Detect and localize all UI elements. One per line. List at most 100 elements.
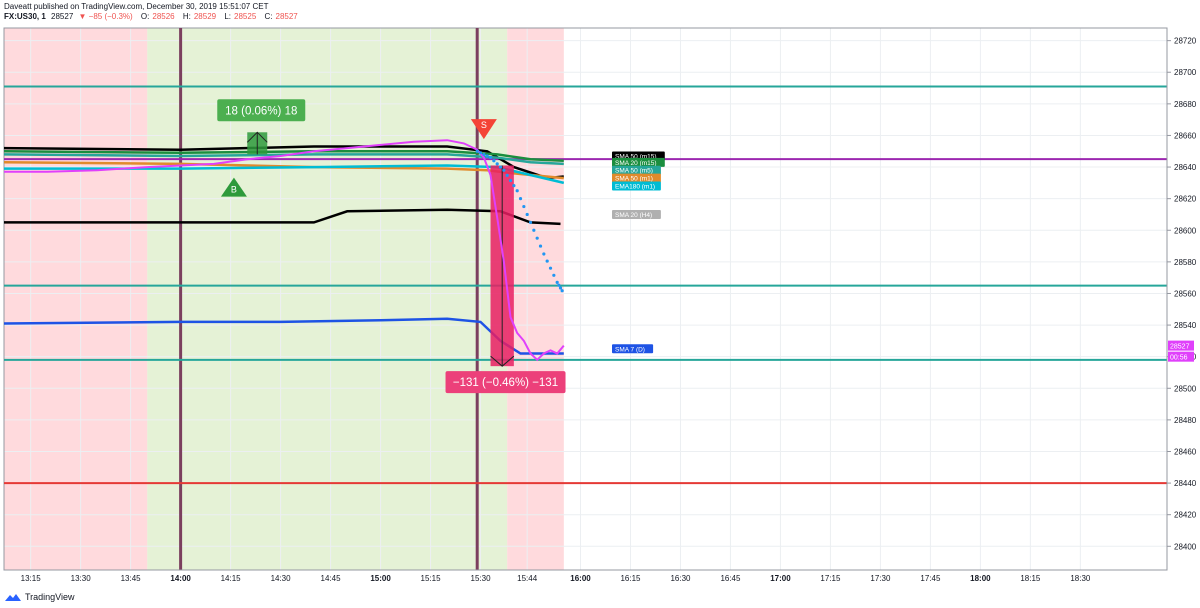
- y-tick-label: 28460: [1174, 447, 1197, 456]
- series-line: [4, 208, 561, 226]
- projection-dot: [515, 189, 519, 193]
- projection-dot: [555, 280, 559, 285]
- series-label: SMA 50 (m1): [612, 173, 661, 183]
- low-value: L: 28525: [224, 12, 257, 21]
- y-tick-label: 28440: [1174, 479, 1197, 488]
- series-label-text: SMA 50 (m1): [615, 176, 653, 183]
- x-tick-label: 16:30: [670, 574, 691, 583]
- buy-marker-label: B: [231, 185, 237, 195]
- y-tick-label: 28620: [1174, 195, 1197, 204]
- projection-dot: [505, 173, 509, 177]
- projection-dot: [525, 212, 529, 217]
- x-tick-label: 17:45: [920, 574, 941, 583]
- footer: TradingView: [4, 592, 75, 602]
- symbol-name[interactable]: FX:US30, 1: [4, 12, 46, 21]
- x-tick-label: 14:15: [221, 574, 242, 583]
- projection-dot: [560, 289, 564, 293]
- projection-dot: [518, 197, 523, 201]
- series-label: SMA 7 (D): [612, 344, 654, 354]
- y-tick-label: 28420: [1174, 511, 1197, 520]
- series-label: SMA 20 (m15): [612, 157, 665, 167]
- publish-info: Daveatt published on TradingView.com, De…: [4, 2, 269, 11]
- close-value: C: 28527: [264, 12, 298, 21]
- series-label: SMA 50 (m5): [612, 165, 661, 175]
- y-tick-label: 28540: [1174, 321, 1197, 330]
- buy-pnl-box: [217, 99, 306, 122]
- y-tick-label: 28480: [1174, 416, 1197, 425]
- x-tick-label: 15:30: [471, 574, 492, 583]
- series-line: [4, 150, 564, 162]
- price-tag-bg: [1168, 340, 1194, 351]
- y-tick-label: 28600: [1174, 226, 1197, 235]
- buy-marker: [220, 177, 247, 197]
- projection-dot: [478, 151, 483, 155]
- projection-dot: [528, 220, 533, 224]
- trade-box-arrowhead: [490, 355, 515, 367]
- projection-dot: [552, 273, 556, 277]
- projection-dot: [502, 168, 506, 172]
- high-value: H: 28529: [182, 12, 217, 21]
- sell-pnl-label: −131 (−0.46%) −131: [453, 377, 558, 389]
- price-change: ▼ −85 (−0.3%): [78, 12, 133, 21]
- series-label-bg: [612, 165, 661, 175]
- x-tick-label: 14:00: [170, 574, 191, 583]
- series-label-bg: [612, 209, 661, 219]
- tradingview-logo-icon: [5, 594, 21, 601]
- series-label-text: SMA 7 (D): [615, 346, 645, 353]
- projection-dot: [482, 152, 486, 157]
- projection-dot: [557, 283, 561, 287]
- series-label-text: EMA180 (m1): [615, 184, 655, 191]
- brand-name: TradingView: [25, 592, 75, 602]
- projection-dot: [498, 165, 503, 169]
- projection-dot: [548, 266, 553, 270]
- series-line: [4, 164, 565, 185]
- y-tick-label: 28400: [1174, 542, 1197, 551]
- open-value: O: 28526: [140, 12, 175, 21]
- projection-dot: [535, 236, 539, 240]
- series-label-bg: [612, 157, 665, 167]
- series-label-bg: [612, 344, 654, 354]
- series-label: SMA 20 (H4): [612, 209, 661, 219]
- chart-header: Daveatt published on TradingView.com, De…: [4, 2, 304, 22]
- y-tick-label: 28660: [1174, 131, 1197, 140]
- x-tick-label: 17:30: [870, 574, 891, 583]
- x-tick-label: 18:00: [970, 574, 991, 583]
- projection-dot: [495, 162, 499, 166]
- sell-marker-label: S: [481, 120, 487, 130]
- x-tick-label: 14:45: [321, 574, 342, 583]
- projection-dot: [532, 228, 536, 232]
- series-label: EMA180 (m1): [612, 181, 661, 191]
- series-line: [4, 153, 564, 166]
- projection-dot: [508, 178, 513, 183]
- x-tick-label: 13:15: [21, 574, 42, 583]
- series-label-text: SMA 50 (m5): [615, 168, 653, 175]
- y-tick-label: 28720: [1174, 37, 1197, 46]
- y-tick-label: 28680: [1174, 100, 1197, 109]
- series-line: [4, 161, 564, 180]
- x-tick-label: 18:30: [1070, 574, 1091, 583]
- sell-marker: [470, 119, 497, 140]
- x-tick-label: 15:00: [370, 574, 391, 583]
- x-tick-label: 18:15: [1020, 574, 1041, 583]
- x-tick-label: 13:45: [121, 574, 142, 583]
- series-label-text: SMA 50 (m15): [615, 153, 657, 160]
- projection-dot: [542, 252, 546, 256]
- x-tick-label: 15:15: [421, 574, 442, 583]
- x-tick-label: 13:30: [71, 574, 92, 583]
- x-tick-label: 15:44: [517, 574, 538, 583]
- last-price: 28527: [51, 12, 74, 21]
- projection-dot: [512, 184, 516, 188]
- x-tick-label: 16:15: [620, 574, 641, 583]
- projection-dot: [485, 154, 489, 158]
- trade-box-arrowhead: [246, 131, 268, 143]
- x-tick-label: 17:15: [820, 574, 841, 583]
- projection-dot: [522, 204, 526, 209]
- x-tick-label: 17:00: [770, 574, 791, 583]
- price-tag-text: 00:56: [1170, 355, 1188, 362]
- projection-dot: [538, 244, 543, 248]
- session-band: [4, 28, 148, 570]
- y-tick-label: 28700: [1174, 68, 1197, 77]
- session-band: [507, 28, 564, 570]
- x-tick-label: 16:45: [720, 574, 741, 583]
